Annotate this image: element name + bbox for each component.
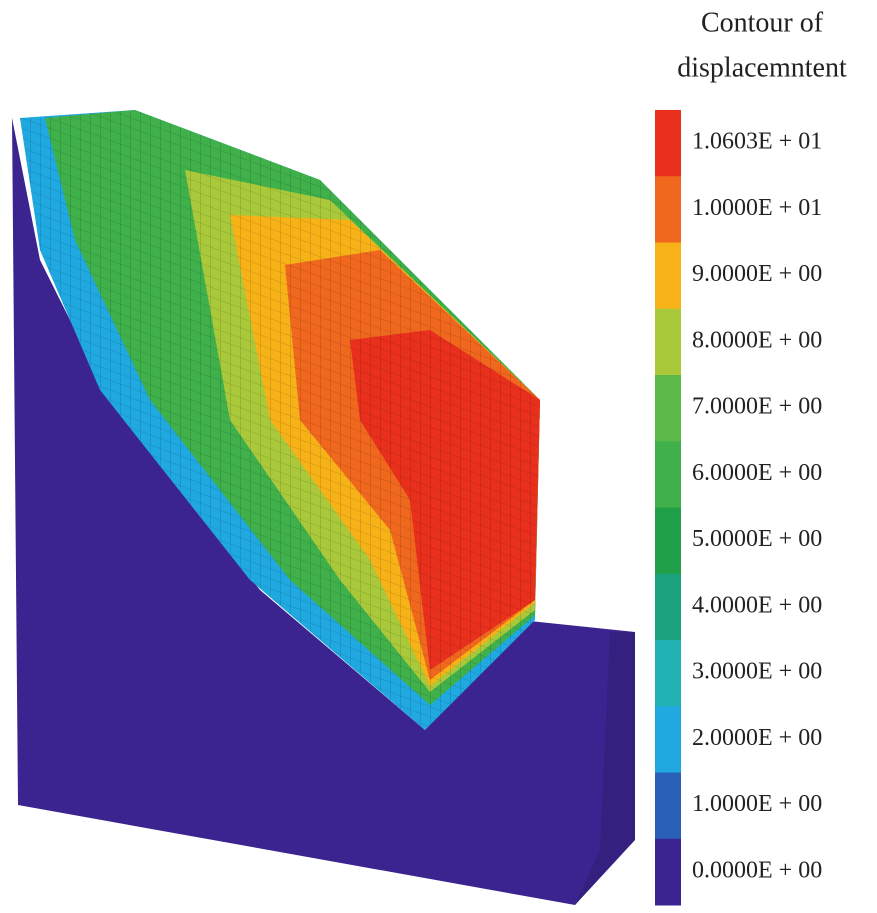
colorbar-segment (655, 176, 681, 243)
legend-label: 7.0000E + 00 (692, 394, 822, 420)
legend-label: 1.0603E + 01 (692, 129, 822, 155)
figure: Contour of displacemntent 1.0603E + 01 1.… (0, 0, 877, 913)
legend-title: Contour of (701, 7, 824, 38)
colorbar-segment (655, 574, 681, 641)
legend-label: 3.0000E + 00 (692, 659, 822, 685)
slope-model (12, 110, 635, 905)
colorbar-segment (655, 110, 681, 177)
colorbar-segment (655, 309, 681, 376)
legend-label: 5.0000E + 00 (692, 526, 822, 552)
legend-title: displacemntent (677, 52, 847, 83)
colorbar-segment (655, 243, 681, 310)
colorbar-segment (655, 839, 681, 906)
legend: Contour of displacemntent 1.0603E + 01 1.… (655, 7, 847, 905)
legend-label: 2.0000E + 00 (692, 725, 822, 751)
legend-label: 9.0000E + 00 (692, 261, 822, 287)
colorbar-segment (655, 773, 681, 840)
legend-label: 8.0000E + 00 (692, 327, 822, 353)
colorbar-segment (655, 640, 681, 707)
legend-label: 1.0000E + 00 (692, 791, 822, 817)
legend-label: 1.0000E + 01 (692, 195, 822, 221)
colorbar-segment (655, 375, 681, 442)
colorbar-segment (655, 441, 681, 508)
legend-label: 4.0000E + 00 (692, 592, 822, 618)
colorbar-segment (655, 706, 681, 773)
colorbar-segment (655, 508, 681, 575)
legend-label: 6.0000E + 00 (692, 460, 822, 486)
legend-label: 0.0000E + 00 (692, 857, 822, 883)
